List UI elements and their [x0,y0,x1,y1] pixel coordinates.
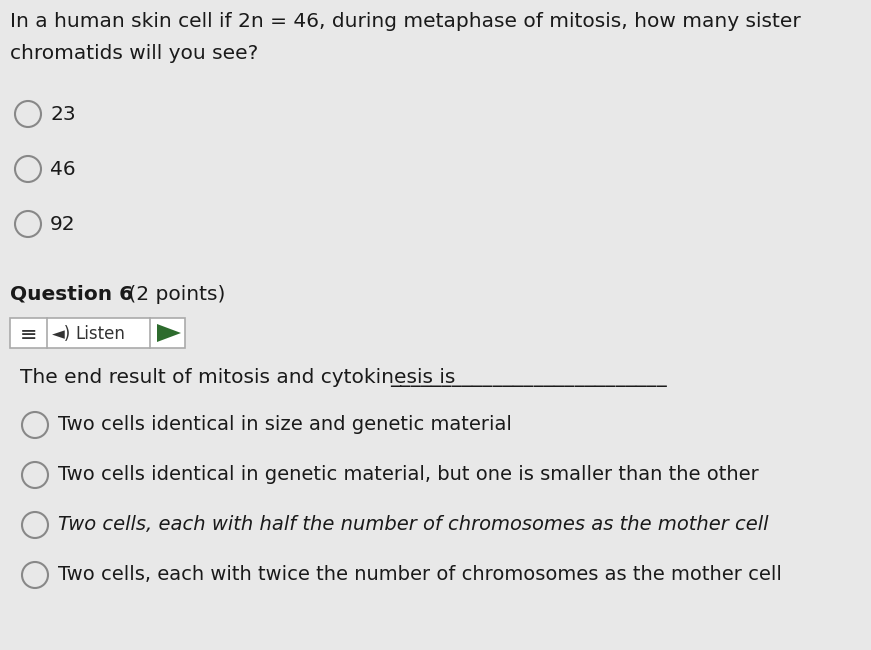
Text: chromatids will you see?: chromatids will you see? [10,44,258,63]
Text: ___________________________: ___________________________ [390,368,666,387]
Circle shape [22,462,48,488]
Circle shape [15,211,41,237]
Circle shape [15,156,41,182]
Circle shape [22,412,48,438]
Circle shape [22,512,48,538]
FancyBboxPatch shape [10,318,185,348]
Text: In a human skin cell if 2n = 46, during metaphase of mitosis, how many sister: In a human skin cell if 2n = 46, during … [10,12,800,31]
Text: ≡: ≡ [20,325,37,345]
Text: The end result of mitosis and cytokinesis is: The end result of mitosis and cytokinesi… [20,368,456,387]
Text: Two cells, each with half the number of chromosomes as the mother cell: Two cells, each with half the number of … [58,515,768,534]
Text: 92: 92 [50,215,76,234]
Text: Two cells identical in size and genetic material: Two cells identical in size and genetic … [58,415,512,434]
Text: (2 points): (2 points) [122,285,226,304]
Circle shape [15,101,41,127]
Polygon shape [157,324,181,342]
Text: Two cells, each with twice the number of chromosomes as the mother cell: Two cells, each with twice the number of… [58,565,782,584]
Text: 23: 23 [50,105,76,124]
Text: Listen: Listen [75,325,125,343]
Text: 46: 46 [50,160,76,179]
Text: ◄): ◄) [52,325,71,343]
Circle shape [22,562,48,588]
Text: Two cells identical in genetic material, but one is smaller than the other: Two cells identical in genetic material,… [58,465,759,484]
Text: Question 6: Question 6 [10,285,133,304]
